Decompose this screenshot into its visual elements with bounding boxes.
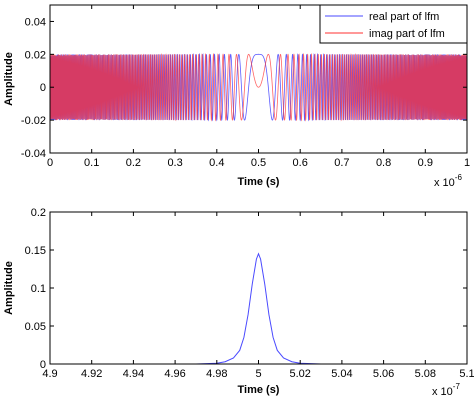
y-tick-label: 0.1 bbox=[31, 283, 46, 295]
x-tick-label: 4.98 bbox=[206, 368, 227, 380]
y-tick-label: 0 bbox=[40, 359, 46, 371]
y-tick-label: 0.15 bbox=[25, 245, 46, 257]
chart-top: 0 0.1 0.2 0.3 0.4 0.5 0.6 0.7 0.8 0.9 1 -0.04 -0.02… bbox=[3, 4, 470, 189]
x-tick-label: 1 bbox=[464, 157, 470, 169]
y-tick-label: 0 bbox=[40, 82, 46, 94]
x-tick-label: 5 bbox=[255, 368, 261, 380]
bottom-y-axis-label: Amplitude bbox=[3, 261, 15, 315]
x-tick-label: 0.1 bbox=[84, 157, 99, 169]
x-tick-label: 5.06 bbox=[373, 368, 394, 380]
top-legend: real part of lfm imag part of lfm bbox=[319, 4, 468, 44]
x-tick-label: 5.04 bbox=[331, 368, 352, 380]
x-tick-label: 5.1 bbox=[459, 368, 474, 380]
bottom-y-ticks: 0 0.05 0.1 0.15 0.2 bbox=[25, 207, 467, 371]
bottom-x-ticks: 4.9 4.92 4.94 4.96 4.98 5 5.02 5.04 5.06 5.08 5.1 bbox=[42, 212, 474, 380]
x-tick-label: 0 bbox=[47, 157, 53, 169]
legend-real-label: real part of lfm bbox=[369, 11, 439, 23]
x-tick-label: 4.94 bbox=[123, 368, 144, 380]
bottom-plot-area bbox=[50, 252, 467, 364]
x-tick-label: 4.96 bbox=[164, 368, 185, 380]
legend-imag-label: imag part of lfm bbox=[369, 28, 445, 40]
y-tick-label: 0.02 bbox=[25, 49, 46, 61]
x-tick-label: 5.08 bbox=[415, 368, 436, 380]
top-plot-area bbox=[50, 52, 467, 122]
pulse-line bbox=[50, 252, 467, 364]
legend-box bbox=[319, 4, 468, 44]
top-y-axis-label: Amplitude bbox=[3, 52, 15, 106]
bottom-x-multiplier: x 10-7 bbox=[432, 382, 460, 398]
x-tick-label: 0.6 bbox=[293, 157, 308, 169]
x-tick-label: 5.02 bbox=[289, 368, 310, 380]
y-tick-label: 0.2 bbox=[31, 207, 46, 219]
y-tick-label: -0.04 bbox=[21, 148, 46, 160]
x-tick-label: 0.4 bbox=[209, 157, 224, 169]
x-tick-label: 0.7 bbox=[334, 157, 349, 169]
x-tick-label: 0.9 bbox=[418, 157, 433, 169]
top-y-ticks: -0.04 -0.02 0 0.02 0.04 bbox=[21, 16, 467, 160]
chart-bottom: 4.9 4.92 4.94 4.96 4.98 5 5.02 5.04 5.06 5.08 5.1 … bbox=[3, 207, 474, 398]
bottom-x-axis-label: Time (s) bbox=[238, 384, 280, 396]
x-tick-label: 4.92 bbox=[81, 368, 102, 380]
x-tick-label: 0.3 bbox=[167, 157, 182, 169]
y-tick-label: 0.05 bbox=[25, 321, 46, 333]
top-x-ticks: 0 0.1 0.2 0.3 0.4 0.5 0.6 0.7 0.8 0.9 1 bbox=[47, 5, 470, 169]
top-x-multiplier: x 10-6 bbox=[434, 173, 462, 189]
x-tick-label: 0.5 bbox=[251, 157, 266, 169]
y-tick-label: 0.04 bbox=[25, 16, 46, 28]
x-tick-label: 4.9 bbox=[42, 368, 57, 380]
series-imag-line bbox=[50, 52, 467, 122]
x-tick-label: 0.2 bbox=[126, 157, 141, 169]
top-x-axis-label: Time (s) bbox=[238, 176, 280, 188]
y-tick-label: -0.02 bbox=[21, 115, 46, 127]
x-tick-label: 0.8 bbox=[376, 157, 391, 169]
